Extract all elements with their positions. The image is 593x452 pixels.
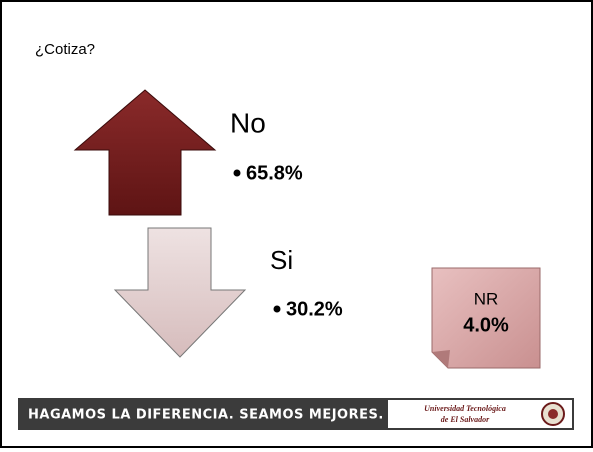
bullet [273, 305, 281, 313]
down-arrow [113, 227, 247, 358]
note [431, 267, 541, 369]
up-arrow [73, 89, 217, 216]
item-label: NR [474, 289, 499, 308]
item-label: No [230, 107, 266, 138]
logo-text: Universidad Tecnológica [424, 404, 506, 413]
logo-text: de El Salvador [441, 415, 490, 424]
slide-title: ¿Cotiza? [35, 41, 95, 58]
item-value: 65.8% [246, 162, 303, 184]
logo-seal-center [548, 409, 558, 419]
bullet [233, 169, 241, 177]
footer-slogan: HAGAMOS LA DIFERENCIA. SEAMOS MEJORES. [28, 408, 384, 423]
item-value: 4.0% [463, 314, 509, 336]
note-fold [432, 350, 450, 368]
item-value: 30.2% [286, 298, 343, 320]
item-label: Si [270, 245, 293, 275]
